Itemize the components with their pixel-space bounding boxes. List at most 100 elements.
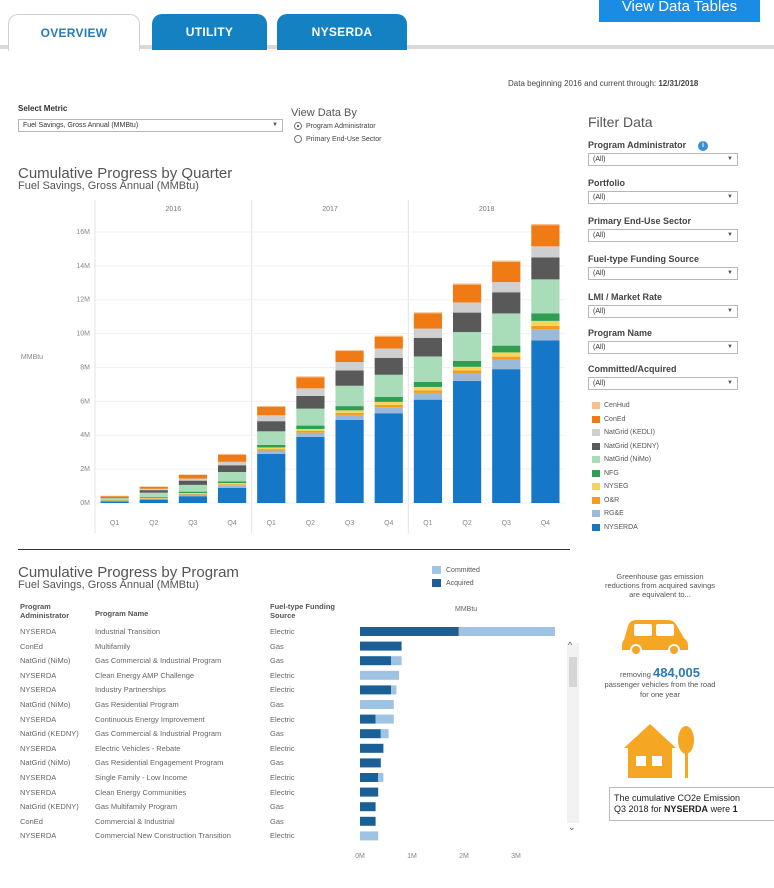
scrollbar-thumb[interactable] bbox=[569, 657, 577, 687]
tab-overview[interactable]: OVERVIEW bbox=[8, 14, 140, 51]
bar-segment bbox=[413, 312, 443, 314]
bar-segment bbox=[360, 656, 392, 666]
bar-segment bbox=[257, 447, 286, 450]
bar-segment bbox=[531, 279, 560, 314]
bar-segment bbox=[452, 366, 482, 371]
bar-segment bbox=[257, 449, 286, 451]
table-row[interactable]: ConEd Multifamily Gas bbox=[20, 640, 350, 654]
bar-segment bbox=[257, 406, 286, 416]
table-row[interactable]: NatGrid (NiMo) Gas Residential Engagement… bbox=[20, 756, 350, 770]
filter-dropdown[interactable]: (All) ▼ bbox=[588, 341, 738, 354]
select-metric-dropdown[interactable]: Fuel Savings, Gross Annual (MMBtu) ▼ bbox=[18, 119, 283, 132]
x-tick-label: Q1 bbox=[423, 520, 432, 527]
legend-label: NatGrid (NiMo) bbox=[604, 456, 652, 463]
table-row[interactable]: NatGrid (NiMo) Gas Commercial & Industria… bbox=[20, 654, 350, 668]
filter-dropdown[interactable]: (All) ▼ bbox=[588, 267, 738, 280]
bar-segment bbox=[374, 401, 403, 405]
x-tick-label: Q1 bbox=[267, 520, 276, 527]
cell-fuel: Electric bbox=[270, 685, 295, 695]
bar-segment bbox=[139, 496, 168, 498]
info-icon[interactable]: i bbox=[698, 141, 708, 151]
filter-dropdown[interactable]: (All) ▼ bbox=[588, 153, 738, 166]
legend-label: ConEd bbox=[604, 415, 626, 423]
table-row[interactable]: NYSERDA Industry Partnerships Electric bbox=[20, 683, 350, 697]
legend-item[interactable]: CenHud bbox=[592, 402, 630, 409]
table-row[interactable]: NYSERDA Clean Energy Communities Electric bbox=[20, 786, 350, 800]
bar-segment bbox=[374, 374, 403, 397]
bar-segment bbox=[178, 478, 208, 481]
bar-segment bbox=[531, 223, 560, 226]
filter-dropdown[interactable]: (All) ▼ bbox=[588, 191, 738, 204]
bar-segment bbox=[335, 414, 364, 420]
legend-item[interactable]: RG&E bbox=[592, 510, 624, 517]
x-tick-label: Q2 bbox=[462, 520, 471, 527]
tooltip-suffix: were bbox=[710, 804, 731, 814]
view-data-tables-button[interactable]: View Data Tables bbox=[599, 0, 760, 22]
radio-program-administrator[interactable]: Program Administrator bbox=[294, 122, 376, 130]
bar-segment bbox=[139, 498, 168, 500]
table-row[interactable]: NatGrid (KEDNY) Gas Multifamily Program Ga… bbox=[20, 800, 350, 814]
bar-segment bbox=[296, 376, 325, 378]
scrollbar-track[interactable] bbox=[567, 643, 579, 823]
table-row[interactable]: NYSERDA Clean Energy AMP Challenge Electri… bbox=[20, 669, 350, 683]
table-row[interactable]: NatGrid (KEDNY) Gas Commercial & Industri… bbox=[20, 727, 350, 741]
bar-segment bbox=[139, 497, 168, 499]
bar-segment bbox=[296, 425, 325, 429]
legend-label: Acquired bbox=[446, 579, 474, 587]
bar-segment bbox=[492, 345, 521, 353]
legend-item[interactable]: ConEd bbox=[592, 415, 626, 423]
filter-dropdown[interactable]: (All) ▼ bbox=[588, 305, 738, 318]
legend-item[interactable]: NatGrid (KEDLI) bbox=[592, 429, 655, 436]
table-row[interactable]: NYSERDA Commercial New Construction Trans… bbox=[20, 829, 350, 843]
scroll-down-icon[interactable]: ⌄ bbox=[568, 822, 576, 832]
table-row[interactable]: NYSERDA Single Family - Low Income Electri… bbox=[20, 771, 350, 785]
bar-segment bbox=[100, 501, 129, 503]
legend-item[interactable]: O&R bbox=[592, 496, 619, 504]
filter-dropdown[interactable]: (All) ▼ bbox=[588, 377, 738, 390]
bar-segment bbox=[360, 816, 376, 826]
radio-primary-end-use-sector[interactable]: Primary End-Use Sector bbox=[294, 135, 381, 143]
bar-segment bbox=[178, 474, 208, 479]
table-row[interactable]: NYSERDA Continuous Energy Improvement Elec… bbox=[20, 713, 350, 727]
table-row[interactable]: NYSERDA Industrial Transition Electric bbox=[20, 625, 350, 639]
legend-item[interactable]: NYSEG bbox=[592, 483, 629, 490]
bar-segment bbox=[360, 714, 376, 724]
bar-segment bbox=[374, 396, 403, 402]
legend-swatch bbox=[592, 402, 600, 409]
bar-segment bbox=[178, 493, 208, 495]
cumulative-progress-quarter-chart: 2016 2017 2018 0M 2M 4M 6M 8M 10M 12M 14M 16M MMBtu Q… bbox=[21, 200, 565, 533]
bar-segment bbox=[452, 381, 482, 503]
bar-segment bbox=[139, 490, 168, 493]
bar-segment bbox=[178, 474, 208, 475]
bar-segment bbox=[452, 332, 482, 361]
column-header-fuel: Fuel-type Funding Source bbox=[270, 602, 335, 620]
legend-item[interactable]: NatGrid (KEDNY) bbox=[592, 442, 659, 450]
legend-swatch bbox=[592, 469, 600, 477]
bar-segment bbox=[217, 461, 247, 466]
bar-segment bbox=[413, 390, 443, 393]
legend-item[interactable]: NFG bbox=[592, 469, 619, 477]
bar-segment bbox=[378, 773, 384, 782]
bar-segment bbox=[178, 493, 208, 494]
tab-nyserda[interactable]: NYSERDA bbox=[277, 14, 407, 50]
filter-dropdown[interactable]: (All) ▼ bbox=[588, 229, 738, 242]
cell-name: Gas Commercial & Industrial Program bbox=[95, 656, 222, 666]
legend-item[interactable]: NYSERDA bbox=[592, 523, 638, 531]
chevron-down-icon: ▼ bbox=[272, 122, 278, 128]
bar-segment bbox=[531, 225, 560, 247]
legend-item[interactable]: NatGrid (NiMo) bbox=[592, 456, 651, 463]
bar-segment bbox=[360, 700, 394, 709]
tab-utility[interactable]: UTILITY bbox=[152, 14, 267, 50]
cell-admin: NatGrid (NiMo) bbox=[20, 700, 71, 709]
bar-segment bbox=[296, 436, 325, 503]
table-row[interactable]: NatGrid (NiMo) Gas Residential Program Gas bbox=[20, 698, 350, 712]
cell-name: Commercial & Industrial bbox=[95, 816, 175, 826]
table-row[interactable]: NYSERDA Electric Vehicles - Rebate Electri… bbox=[20, 742, 350, 756]
x-tick-label: Q3 bbox=[345, 520, 354, 527]
bar-segment bbox=[360, 670, 399, 680]
y-tick-label: 2M bbox=[80, 466, 90, 473]
scroll-up-icon[interactable]: ^ bbox=[568, 640, 573, 650]
tooltip-prefix: Q3 2018 for bbox=[614, 804, 662, 814]
cell-name: Single Family - Low Income bbox=[95, 773, 188, 782]
table-row[interactable]: ConEd Commercial & Industrial Gas bbox=[20, 815, 350, 829]
